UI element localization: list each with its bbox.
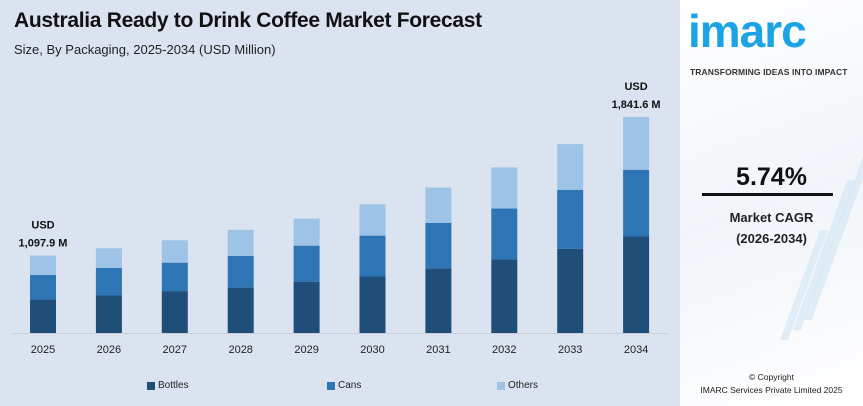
bar-others-2027 [161,240,188,263]
cagr-label: Market CAGR [729,210,814,225]
total-label-currency: USD [31,220,54,232]
cagr-divider [702,193,833,196]
bar-others-2028 [227,229,254,256]
stacked-bar-chart: 2025 USD 1,097.9 M 2026 2027 2028 2029 2030 2031… [12,81,668,356]
total-label-currency: USD [624,81,647,93]
chart-title: Australia Ready to Drink Coffee Market F… [14,9,482,32]
bar-others-2029 [293,218,320,246]
legend-swatch [497,381,505,390]
bar-bottles-2026 [95,295,122,333]
bar-bottles-2034 [623,236,650,333]
bar-cans-2027 [161,262,188,292]
x-tick-label: 2028 [228,344,252,356]
cagr-label-block: Market CAGR (2026-2034) [680,207,863,249]
cagr-value: 5.74% [736,163,807,191]
bar-others-2032 [491,167,518,209]
brand-panel: imarc TRANSFORMING IDEAS INTO IMPACT 5.7… [680,0,863,406]
bar-cans-2034 [623,169,650,237]
x-tick-label: 2026 [97,344,121,356]
bar-others-2033 [557,144,584,190]
x-tick-label: 2033 [558,344,582,356]
x-tick-label: 2030 [360,344,384,356]
cagr-period: (2026-2034) [736,231,807,246]
legend-label: Bottles [158,380,189,391]
x-tick-label: 2027 [163,344,187,356]
bar-others-2025 [30,255,56,275]
x-tick-label: 2029 [294,344,318,356]
legend-label: Cans [338,380,362,391]
bar-cans-2028 [227,255,254,288]
bar-bottles-2029 [293,281,320,333]
bar-others-2034 [623,117,650,170]
bar-bottles-2028 [227,287,254,333]
bar-cans-2033 [557,189,584,249]
chart-subtitle: Size, By Packaging, 2025-2034 (USD Milli… [14,42,276,57]
bar-others-2030 [359,204,386,236]
bar-bottles-2032 [491,259,518,333]
bar-cans-2025 [30,274,56,300]
x-tick-label: 2025 [31,344,55,356]
bar-bottles-2027 [161,291,188,333]
bar-bottles-2033 [557,248,584,333]
legend-label: Others [508,380,539,391]
imarc-logo: imarc [688,5,807,57]
bar-cans-2031 [425,222,452,269]
legend-swatch [327,381,335,390]
x-tick-label: 2034 [624,344,648,356]
bar-cans-2029 [293,245,320,282]
x-tick-label: 2032 [492,344,516,356]
bar-cans-2032 [491,208,518,260]
total-label-value: 1,841.6 M [612,99,661,111]
brand-tagline: TRANSFORMING IDEAS INTO IMPACT [690,67,848,77]
legend-swatch [147,381,155,390]
copyright-line2: IMARC Services Private Limited 2025 [700,385,843,395]
legend-item-cans: Cans [327,380,361,391]
bar-cans-2030 [359,235,386,277]
copyright-line1: © Copyright [748,372,794,382]
chart-panel: Australia Ready to Drink Coffee Market F… [0,0,680,406]
legend-item-bottles: Bottles [147,380,189,391]
bar-bottles-2031 [425,268,452,333]
bar-bottles-2025 [30,299,56,333]
legend-item-others: Others [497,380,538,391]
bar-bottles-2030 [359,276,386,333]
bar-others-2026 [95,248,122,268]
copyright: © Copyright IMARC Services Private Limit… [680,371,863,397]
total-label-value: 1,097.9 M [19,238,68,250]
bar-cans-2026 [95,267,122,296]
x-tick-label: 2031 [426,344,450,356]
bar-others-2031 [425,187,452,223]
